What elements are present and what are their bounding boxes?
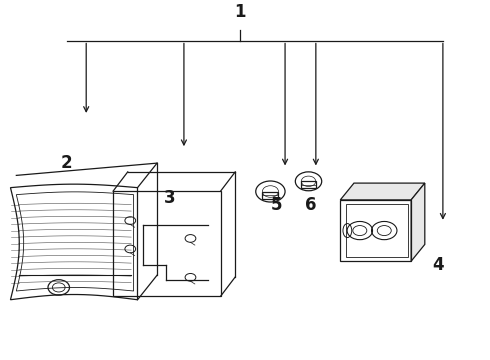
Polygon shape — [411, 183, 425, 261]
Text: 6: 6 — [305, 196, 317, 214]
Text: 3: 3 — [164, 189, 175, 207]
Polygon shape — [340, 183, 425, 200]
Text: 2: 2 — [61, 154, 73, 172]
Text: 1: 1 — [234, 3, 246, 21]
Text: 5: 5 — [271, 196, 283, 214]
Text: 4: 4 — [432, 256, 444, 274]
